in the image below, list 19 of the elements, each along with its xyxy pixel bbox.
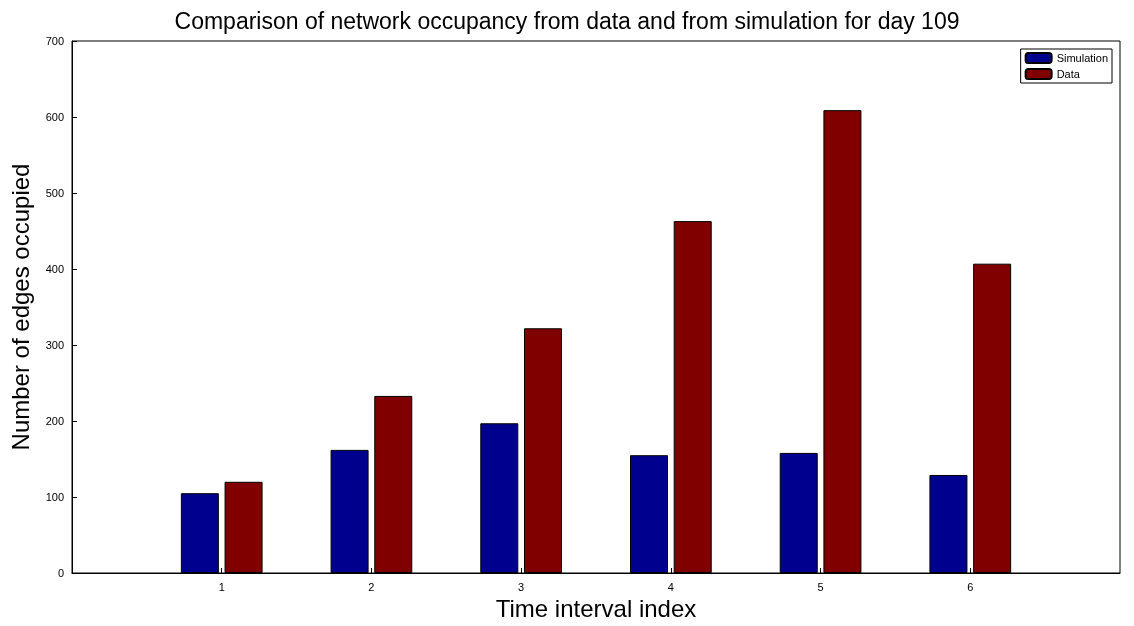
x-tick-label: 1: [218, 580, 225, 593]
chart-title: Comparison of network occupancy from data and from simulation for day 109: [174, 7, 960, 34]
y-tick-label: 100: [45, 491, 64, 503]
y-tick-label: 200: [45, 415, 64, 427]
x-tick-label: 2: [368, 580, 375, 593]
y-tick-label: 0: [57, 567, 64, 579]
y-tick-label: 700: [45, 35, 64, 47]
y-tick-label: 400: [45, 263, 64, 275]
legend-label: Data: [1056, 68, 1081, 80]
y-tick-label: 300: [45, 339, 64, 351]
x-tick-label: 4: [667, 580, 674, 593]
x-axis-title: Time interval index: [495, 595, 697, 623]
x-tick-label: 6: [967, 580, 974, 593]
y-axis-title: Number of edges occupied: [6, 163, 34, 451]
y-tick-label: 500: [45, 187, 64, 199]
x-tick-label: 5: [817, 580, 824, 593]
legend-label: Simulation: [1056, 52, 1108, 64]
x-tick-label: 3: [518, 580, 525, 593]
y-tick-label: 600: [45, 111, 64, 123]
